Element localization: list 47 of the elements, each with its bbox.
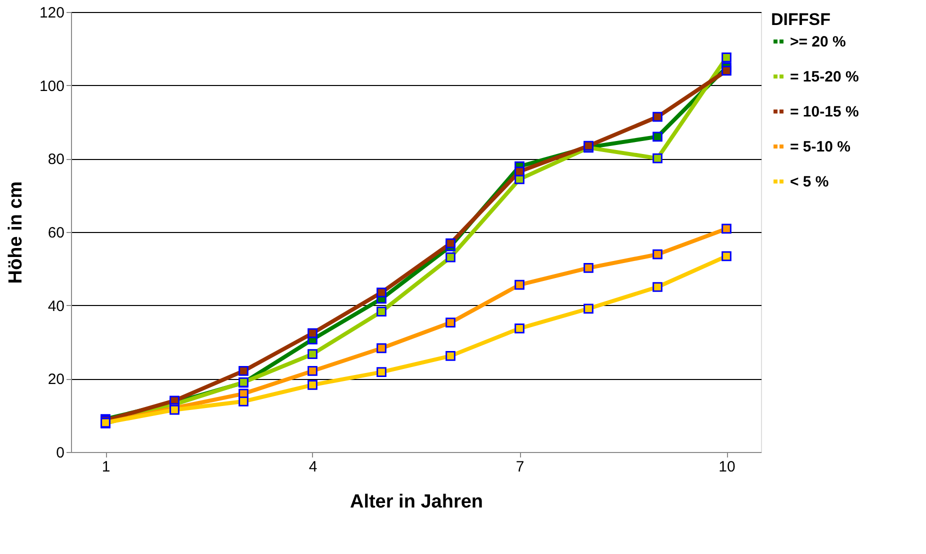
y-tick-label: 120 (39, 4, 64, 22)
legend-label: = 5-10 % (790, 138, 850, 156)
x-tick-label: 4 (308, 458, 318, 476)
point (238, 366, 248, 376)
point (652, 249, 662, 260)
point (652, 112, 662, 122)
legend-label: >= 20 % (790, 34, 846, 50)
point (376, 343, 386, 354)
point (514, 166, 524, 176)
y-axis-title: Höhe in cm (5, 181, 26, 284)
y-tick-label: 20 (48, 371, 64, 388)
point (584, 263, 594, 273)
point (308, 328, 318, 338)
y-tick-label: 0 (56, 444, 64, 462)
point (308, 366, 318, 376)
y-tick-label: 40 (48, 298, 64, 315)
point (652, 153, 662, 164)
x-tick-label: 7 (516, 458, 524, 476)
legend-label: < 5 % (790, 174, 829, 190)
x-tick-label: 1 (102, 458, 110, 476)
point (652, 282, 662, 292)
y-tick-label: 100 (39, 78, 64, 95)
point (308, 349, 318, 360)
point (722, 224, 732, 234)
point (376, 288, 386, 298)
point (446, 318, 456, 328)
point (446, 252, 456, 262)
legend-title: DIFFSF (771, 10, 830, 29)
point (514, 324, 524, 334)
point (446, 351, 456, 361)
x-tick-label: 10 (718, 458, 736, 476)
point (446, 238, 456, 248)
point (722, 52, 732, 62)
point (652, 132, 662, 142)
x-axis-title: Alter in Jahren (350, 492, 484, 512)
point (376, 367, 386, 377)
y-tick-label: 60 (48, 224, 64, 242)
y-tick-label: 80 (48, 151, 64, 168)
point (376, 306, 386, 316)
point (308, 380, 318, 390)
point (722, 66, 732, 76)
point (584, 304, 594, 314)
point (238, 396, 248, 406)
legend-label: = 10-15 % (790, 104, 859, 120)
point (514, 280, 524, 290)
point (722, 251, 732, 262)
legend-label: = 15-20 % (790, 68, 859, 86)
